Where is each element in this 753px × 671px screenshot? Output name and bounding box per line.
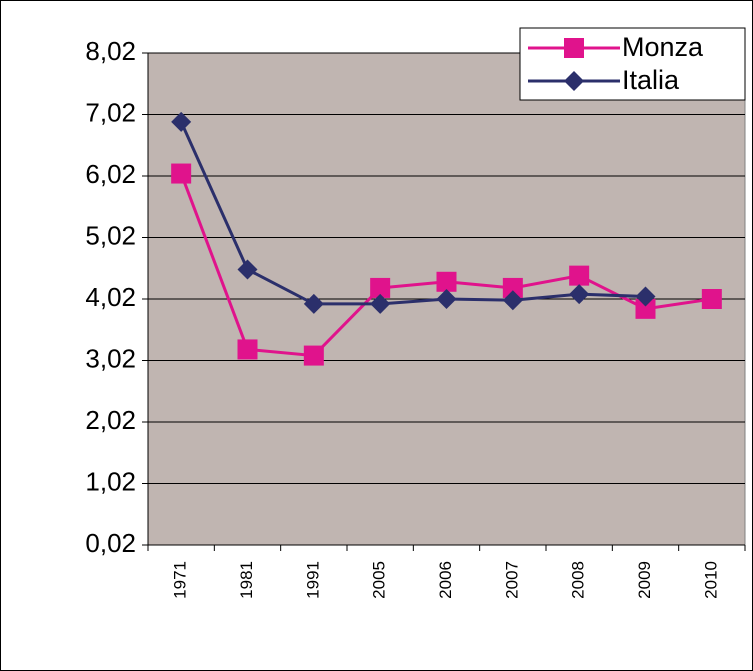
data-point bbox=[303, 345, 324, 366]
legend-label: Italia bbox=[622, 65, 680, 95]
data-point bbox=[171, 111, 192, 132]
x-tick-label: 1981 bbox=[237, 561, 256, 599]
x-tick-label: 2008 bbox=[569, 561, 588, 599]
legend-box bbox=[519, 27, 746, 101]
x-tick-label: 2005 bbox=[370, 561, 389, 599]
data-point bbox=[171, 163, 192, 184]
data-point bbox=[635, 286, 656, 307]
y-tick-label: 5,02 bbox=[85, 220, 136, 250]
data-point bbox=[370, 293, 391, 314]
y-tick-label: 0,02 bbox=[85, 528, 136, 558]
data-point bbox=[303, 293, 324, 314]
y-tick-label: 1,02 bbox=[85, 466, 136, 496]
data-point bbox=[436, 271, 457, 292]
x-tick-label: 2010 bbox=[701, 561, 720, 599]
data-point bbox=[502, 277, 523, 298]
data-point bbox=[569, 284, 590, 305]
data-point bbox=[502, 290, 523, 311]
x-tick-label: 1971 bbox=[171, 561, 190, 599]
y-tick-label: 3,02 bbox=[85, 343, 136, 373]
data-point bbox=[635, 298, 656, 319]
x-tick-label: 2006 bbox=[436, 561, 455, 599]
y-tick-label: 6,02 bbox=[85, 159, 136, 189]
legend-label: Monza bbox=[622, 32, 704, 62]
series-line bbox=[179, 121, 646, 306]
data-point bbox=[436, 289, 457, 309]
data-point bbox=[701, 289, 722, 309]
data-point bbox=[569, 265, 590, 286]
data-point bbox=[370, 277, 391, 298]
y-tick-label: 8,02 bbox=[85, 36, 136, 66]
y-tick-label: 4,02 bbox=[85, 282, 136, 312]
x-tick-label: 2007 bbox=[502, 561, 521, 599]
legend-marker bbox=[564, 38, 584, 58]
x-tick-label: 1991 bbox=[303, 561, 322, 599]
y-tick-label: 7,02 bbox=[85, 97, 136, 127]
data-point bbox=[237, 339, 258, 360]
data-point bbox=[237, 259, 258, 280]
legend-marker bbox=[564, 71, 584, 91]
y-tick-label: 2,02 bbox=[85, 405, 136, 435]
x-tick-label: 2009 bbox=[635, 561, 654, 599]
